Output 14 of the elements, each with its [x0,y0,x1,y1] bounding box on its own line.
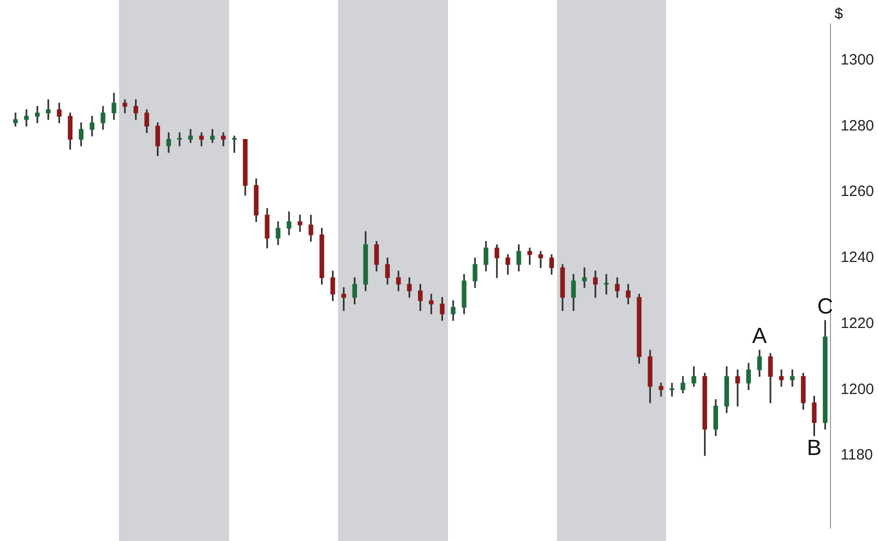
annotation: B [806,434,822,460]
candlestick [298,214,302,232]
y-tick-label: 1240 [840,249,874,266]
candlestick [582,267,587,288]
y-tick-label: 1280 [840,117,874,134]
candlestick [670,382,674,397]
y-tick-label: 1220 [840,314,874,332]
y-tick-label: 1180 [840,446,873,464]
y-tick-label: 1300 [840,51,874,68]
annotation: C [817,294,834,319]
y-tick-label: 1260 [840,183,874,200]
y-axis-title: $ [834,6,844,23]
y-tick-label: 1200 [840,380,874,398]
annotation: A [752,323,768,348]
